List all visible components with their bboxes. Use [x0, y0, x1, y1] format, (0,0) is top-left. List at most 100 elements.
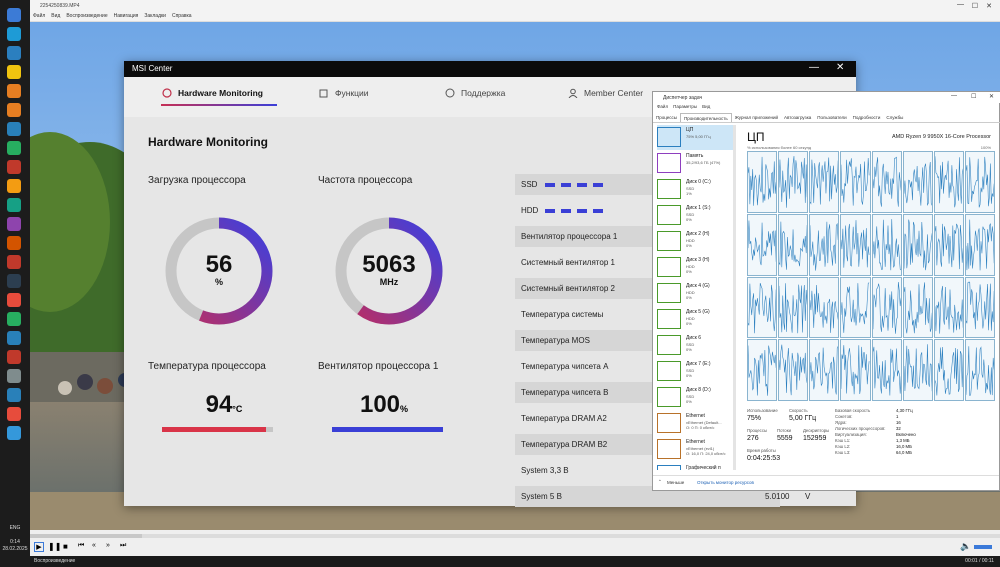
resource-item[interactable]: Ethernet vEthernet (evl1) О: 16,0 П: 24,0 …	[657, 437, 735, 462]
tm-menu-view[interactable]: Вид	[702, 104, 711, 109]
taskbar-app-icon[interactable]	[7, 255, 21, 269]
taskbar	[0, 0, 30, 567]
taskbar-app-icon[interactable]	[7, 179, 21, 193]
taskbar-app-icon[interactable]	[7, 103, 21, 117]
tm-tab-users[interactable]: Пользователи	[817, 115, 847, 120]
resource-item[interactable]: Диск 6 SSD 0%	[657, 333, 735, 358]
active-tab-underline	[161, 104, 277, 106]
menu-bookmarks[interactable]: Закладки	[144, 13, 166, 19]
pause-icon[interactable]: ❚❚	[48, 542, 62, 551]
cpu-core-graph	[871, 276, 902, 339]
taskbar-app-icon[interactable]	[7, 84, 21, 98]
tab-member-center[interactable]: Member Center	[568, 88, 643, 98]
minimize-icon[interactable]: —	[809, 62, 819, 73]
resource-l2: 0%	[686, 295, 692, 300]
taskbar-app-icon[interactable]	[7, 369, 21, 383]
resource-item[interactable]: Диск 3 (H) HDD 0%	[657, 255, 735, 280]
tm-tab-app-history[interactable]: Журнал приложений	[734, 115, 778, 120]
seek-bar[interactable]	[30, 534, 1000, 538]
taskbar-app-icon[interactable]	[7, 312, 21, 326]
resource-item[interactable]: Память 35,2/93,6 ГБ (47%)	[657, 151, 735, 176]
next-icon[interactable]: ⏭	[120, 542, 127, 549]
resource-item[interactable]: Ethernet vEthernet (Default... О: 0 П: 0 к…	[657, 411, 735, 436]
taskbar-app-icon[interactable]	[7, 217, 21, 231]
close-icon[interactable]: ✕	[836, 62, 845, 73]
tm-tab-processes[interactable]: Процессы	[656, 115, 678, 120]
tm-tab-services[interactable]: Службы	[886, 115, 904, 120]
stop-icon[interactable]: ■	[63, 542, 68, 551]
rewind-icon[interactable]: «	[92, 542, 96, 549]
taskbar-app-icon[interactable]	[7, 236, 21, 250]
taskbar-app-icon[interactable]	[7, 407, 21, 421]
maximize-icon[interactable]: ☐	[971, 94, 977, 100]
close-icon[interactable]: ✕	[986, 3, 992, 10]
resource-item[interactable]: Диск 4 (G) HDD 0%	[657, 281, 735, 306]
taskbar-app-icon[interactable]	[7, 331, 21, 345]
close-icon[interactable]: ✕	[989, 94, 995, 100]
play-icon[interactable]: ▶	[34, 542, 44, 552]
menu-navigation[interactable]: Навигация	[113, 13, 139, 19]
taskbar-app-icon[interactable]	[7, 8, 21, 22]
tm-title: Диспетчер задач	[663, 95, 703, 101]
resource-l1: SSD	[686, 342, 695, 347]
menu-help[interactable]: Справка	[171, 13, 192, 19]
cpu-load-label: Загрузка процессора	[148, 175, 246, 186]
taskbar-app-icon[interactable]	[7, 141, 21, 155]
less-button[interactable]: Меньше	[667, 480, 685, 485]
minimize-icon[interactable]: —	[957, 1, 964, 8]
tab-hardware-monitoring[interactable]: Hardware Monitoring	[162, 88, 263, 98]
taskbar-app-icon[interactable]	[7, 426, 21, 440]
menu-view[interactable]: Вид	[51, 13, 61, 19]
taskbar-app-icon[interactable]	[7, 160, 21, 174]
resource-monitor-link[interactable]: Открыть монитор ресурсов	[697, 480, 754, 485]
volume-icon[interactable]: 🔈	[960, 541, 972, 551]
menu-file[interactable]: Файл	[33, 13, 46, 19]
core-trace	[810, 221, 839, 271]
tm-side-scrollbar[interactable]	[733, 125, 736, 470]
taskbar-lang[interactable]: ENG	[9, 525, 21, 531]
resource-item[interactable]: Диск 0 (C:) SSD 1%	[657, 177, 735, 202]
resource-item[interactable]: ЦП 75% 5,00 ГГц	[657, 125, 735, 150]
taskbar-app-icon[interactable]	[7, 274, 21, 288]
maximize-icon[interactable]: ☐	[971, 3, 978, 10]
tab-support[interactable]: Поддержка	[445, 88, 505, 98]
threads-label: Потоки	[777, 428, 791, 433]
tm-tab-performance[interactable]: Производительность	[680, 113, 732, 122]
forward-icon[interactable]: »	[106, 542, 110, 549]
volume-slider[interactable]	[974, 545, 992, 549]
user-icon	[568, 88, 578, 98]
core-trace	[872, 156, 901, 207]
resource-l2: 1%	[686, 191, 692, 196]
resource-item[interactable]: Диск 7 (E:) SSD 0%	[657, 359, 735, 384]
taskbar-app-icon[interactable]	[7, 65, 21, 79]
taskbar-app-icon[interactable]	[7, 388, 21, 402]
core-trace	[748, 345, 777, 397]
tab-features[interactable]: Функции	[319, 88, 369, 98]
detail-label: Базовая скорость	[835, 408, 871, 413]
taskbar-app-icon[interactable]	[7, 198, 21, 212]
taskbar-app-icon[interactable]	[7, 46, 21, 60]
detail-label: Ядра:	[835, 420, 847, 425]
detail-label: Виртуализация:	[835, 432, 867, 437]
resource-item[interactable]: Диск 8 (D:) SSD 0%	[657, 385, 735, 410]
resource-item[interactable]: Графический пNVIDIA GeForce RTX	[657, 463, 735, 470]
taskbar-app-icon[interactable]	[7, 122, 21, 136]
taskbar-app-icon[interactable]	[7, 27, 21, 41]
resource-item[interactable]: Диск 5 (G) HDD 0%	[657, 307, 735, 332]
resource-item[interactable]: Диск 2 (H) HDD 0%	[657, 229, 735, 254]
minimize-icon[interactable]: —	[951, 93, 957, 99]
menu-playback[interactable]: Воспроизведение	[66, 13, 108, 19]
chevron-up-icon[interactable]: ⌃	[658, 479, 662, 484]
tm-menu-options[interactable]: Параметры	[673, 104, 698, 109]
taskbar-app-icon[interactable]	[7, 350, 21, 364]
prev-icon[interactable]: ⏮	[78, 542, 85, 549]
tm-menu-file[interactable]: Файл	[657, 104, 669, 109]
tm-tab-details[interactable]: Подробности	[852, 115, 881, 120]
resource-l2: 0%	[686, 269, 692, 274]
taskbar-app-icon[interactable]	[7, 293, 21, 307]
tm-tab-startup[interactable]: Автозагрузка	[783, 115, 812, 120]
fan1-label: Вентилятор процессора 1	[318, 361, 439, 372]
resource-item[interactable]: Диск 1 (S:) SSD 0%	[657, 203, 735, 228]
sensor-row: System 3,3 В	[515, 460, 780, 481]
uptime-value: 0:04:25:53	[747, 455, 781, 462]
